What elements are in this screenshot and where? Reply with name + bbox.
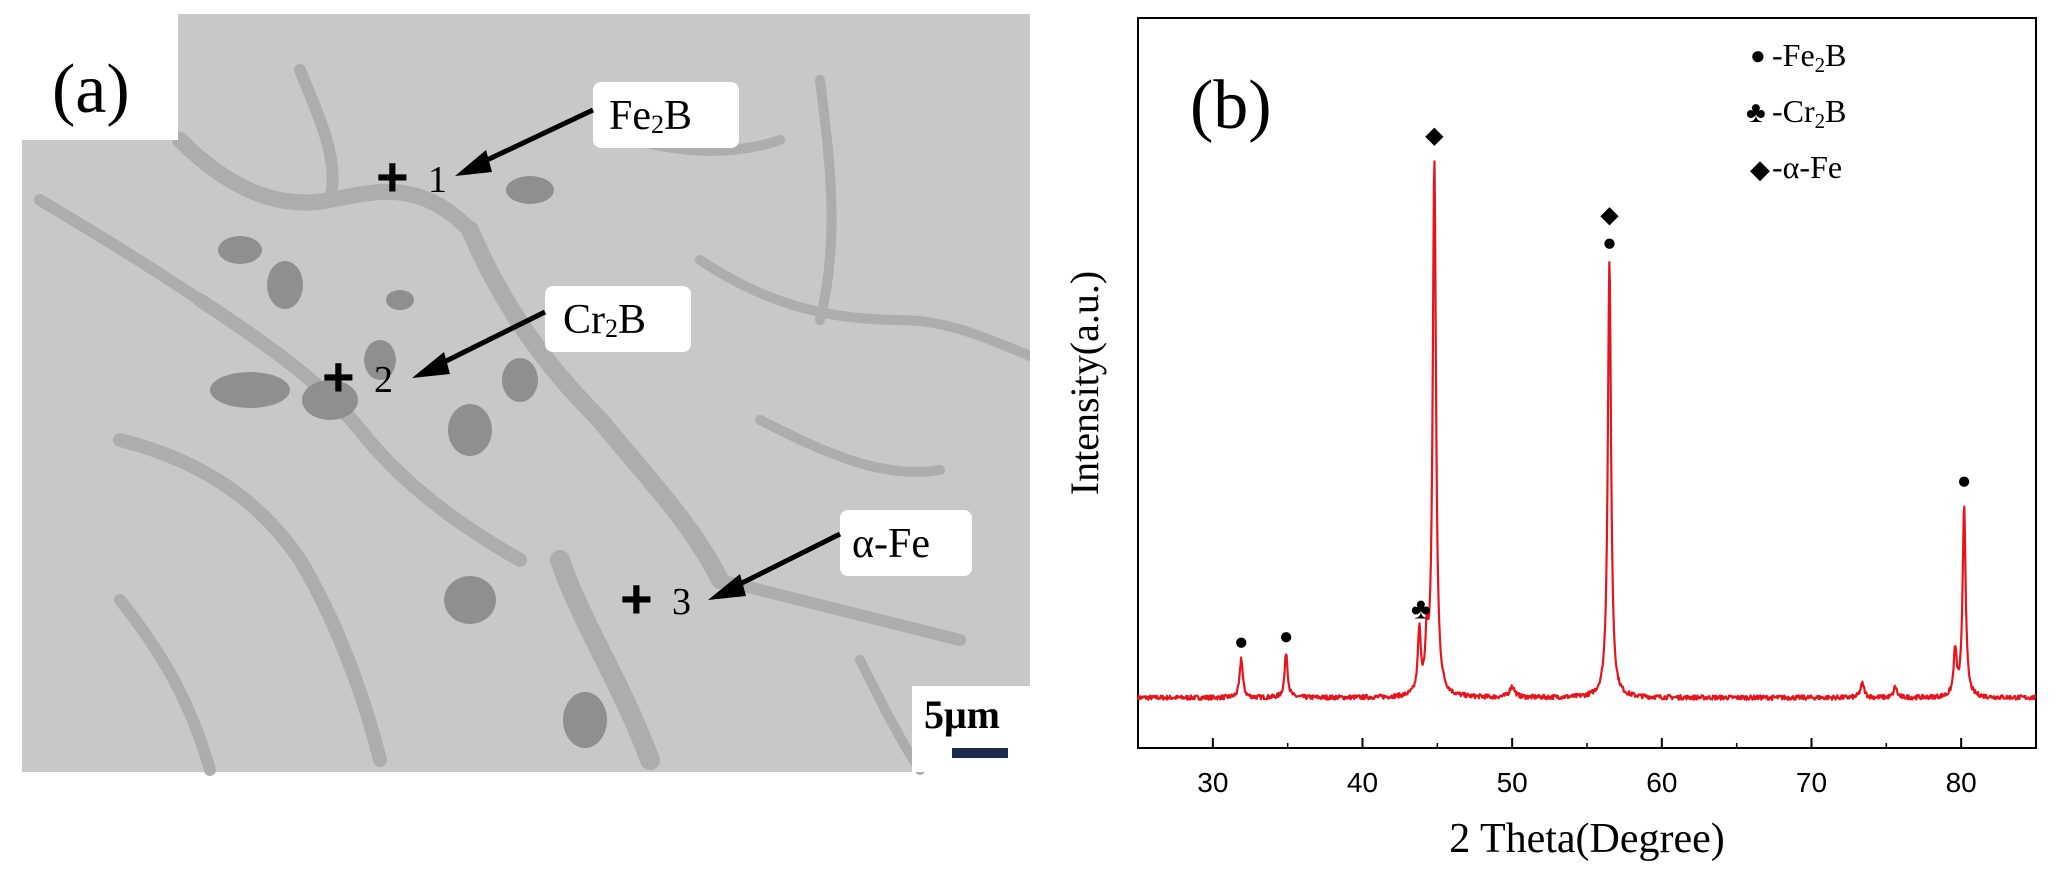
panel-b-label: (b) bbox=[1190, 67, 1272, 144]
x-tick-label-40: 40 bbox=[1347, 767, 1378, 798]
x-tick-label-60: 60 bbox=[1646, 767, 1677, 798]
peak-marker-1-0: ● bbox=[1279, 623, 1294, 650]
x-axis-label: 2 Theta(Degree) bbox=[1449, 816, 1725, 862]
xrd-series-line bbox=[1137, 160, 2037, 701]
legend-label-fe2b: -Fe2B bbox=[1772, 37, 1847, 77]
fe2b-arrow bbox=[468, 107, 595, 171]
grain-boundaries bbox=[34, 64, 1045, 776]
peak-markers: ● ●♣◆◆●● bbox=[1234, 122, 1971, 656]
peak-marker-4-1: ● bbox=[1602, 230, 1617, 257]
dark-phase-regions bbox=[210, 176, 607, 748]
x-tick-label-30: 30 bbox=[1197, 767, 1228, 798]
legend-label-cr2b: -Cr2B bbox=[1772, 93, 1847, 133]
point-2-cross: + bbox=[322, 345, 355, 408]
scale-bar bbox=[952, 748, 1008, 758]
panel-a-label-box bbox=[0, 0, 178, 140]
x-axis-ticks: 30 40 50 60 70 80 bbox=[1137, 738, 2037, 798]
fe2b-label-box bbox=[593, 82, 739, 148]
legend-item-fe2b: ● -Fe2B bbox=[1750, 37, 1847, 77]
point-3-label: 3 bbox=[672, 581, 691, 623]
legend-item-cr2b: ♣ -Cr2B bbox=[1746, 93, 1847, 133]
cr2b-label-box bbox=[545, 286, 691, 352]
fe2b-arrowhead bbox=[455, 150, 492, 176]
point-3-cross: + bbox=[620, 567, 653, 630]
legend-symbol-cr2b: ♣ bbox=[1746, 96, 1766, 129]
x-tick-label-70: 70 bbox=[1796, 767, 1827, 798]
legend-label-alpha-fe: -α-Fe bbox=[1772, 149, 1842, 185]
peak-marker-4-0: ◆ bbox=[1600, 202, 1619, 229]
scale-bar-label: 5μm bbox=[924, 692, 1000, 737]
alpha-fe-arrowhead bbox=[708, 574, 746, 600]
cr2b-arrow bbox=[426, 309, 547, 373]
point-1-label: 1 bbox=[428, 159, 447, 201]
point-1-cross: + bbox=[376, 145, 409, 208]
peak-marker-5-0: ● bbox=[1957, 467, 1972, 494]
peak-marker-2-0: ♣ bbox=[1411, 592, 1431, 625]
micrograph-background bbox=[22, 14, 1048, 772]
legend-symbol-alpha-fe: ◆ bbox=[1750, 154, 1770, 184]
legend: ● -Fe2B ♣ -Cr2B ◆ -α-Fe bbox=[1746, 37, 1847, 185]
peak-marker-0-0: ● bbox=[1234, 629, 1249, 656]
alpha-fe-label-box bbox=[840, 510, 972, 576]
legend-item-alpha-fe: ◆ -α-Fe bbox=[1750, 149, 1842, 185]
x-tick-label-50: 50 bbox=[1497, 767, 1528, 798]
cr2b-arrowhead bbox=[412, 352, 450, 378]
sem-micrograph: (a) Fe2B + 1 Cr2B + 2 α-Fe + 3 5μm bbox=[0, 0, 1060, 800]
panel-a-label: (a) bbox=[52, 51, 130, 128]
x-tick-label-80: 80 bbox=[1946, 767, 1977, 798]
alpha-fe-arrow bbox=[722, 531, 842, 595]
xrd-chart: (b) Intensity(a.u.) 2 Theta(Degree) 30 40… bbox=[1030, 0, 2056, 886]
peak-marker-3-0: ◆ bbox=[1425, 122, 1444, 149]
y-axis-label: Intensity(a.u.) bbox=[1062, 271, 1107, 495]
cr2b-label: Cr2B bbox=[563, 297, 646, 343]
legend-symbol-fe2b: ● bbox=[1750, 40, 1766, 70]
point-2-label: 2 bbox=[374, 359, 393, 401]
alpha-fe-label: α-Fe bbox=[852, 521, 930, 567]
fe2b-label: Fe2B bbox=[609, 93, 692, 139]
